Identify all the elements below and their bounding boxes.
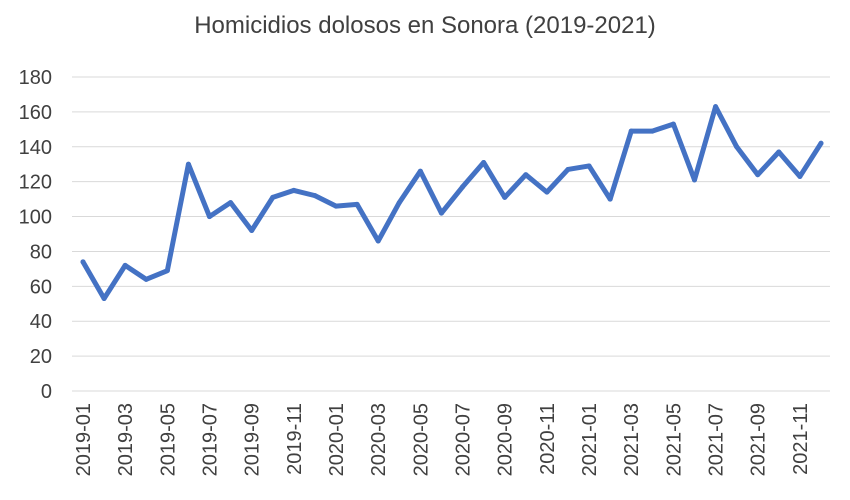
data-point	[544, 189, 550, 195]
data-point	[649, 128, 655, 134]
x-tick-label: 2020-01	[326, 403, 348, 476]
data-point	[396, 200, 402, 206]
data-point	[375, 238, 381, 244]
data-point	[481, 159, 487, 165]
data-point	[438, 210, 444, 216]
gridlines	[72, 76, 830, 392]
data-point	[270, 194, 276, 200]
data-point	[164, 268, 170, 274]
data-point	[797, 173, 803, 179]
y-tick-label: 40	[30, 311, 52, 333]
x-tick-label: 2019-07	[200, 403, 222, 476]
data-point	[312, 193, 318, 199]
data-point	[713, 104, 719, 110]
data-point	[185, 161, 191, 167]
data-point	[228, 200, 234, 206]
x-tick-label: 2020-09	[495, 403, 517, 476]
x-tick-label: 2019-03	[115, 403, 137, 476]
data-point	[417, 168, 423, 174]
data-point	[755, 172, 761, 178]
x-tick-label: 2019-01	[73, 403, 95, 476]
data-point	[354, 201, 360, 207]
x-tick-label: 2019-11	[284, 403, 306, 475]
y-tick-label: 120	[19, 172, 52, 194]
y-tick-label: 80	[30, 241, 52, 263]
y-tick-label: 60	[30, 276, 52, 298]
data-point	[607, 196, 613, 202]
data-point	[691, 177, 697, 183]
data-point	[101, 296, 107, 302]
x-tick-label: 2020-05	[410, 403, 432, 476]
y-tick-label: 100	[19, 207, 52, 229]
data-point	[670, 121, 676, 127]
data-point	[207, 214, 213, 220]
chart-title: Homicidios dolosos en Sonora (2019-2021)	[194, 12, 656, 39]
y-tick-label: 0	[41, 381, 52, 403]
data-point	[291, 187, 297, 193]
y-axis-ticks: 0 20 40 60 80 100 120 140 160 180	[19, 67, 52, 403]
data-point	[122, 262, 128, 268]
x-tick-label: 2021-01	[579, 403, 601, 476]
data-point	[628, 128, 634, 134]
data-point	[818, 140, 824, 146]
data-point	[502, 194, 508, 200]
series-layer	[80, 104, 824, 302]
data-point	[249, 228, 255, 234]
y-tick-label: 140	[19, 137, 52, 159]
series-line	[80, 104, 824, 302]
y-tick-label: 160	[19, 102, 52, 124]
x-axis-ticks: 2019-01 2019-03 2019-05 2019-07 2019-09 2019-…	[73, 403, 812, 476]
data-point	[80, 259, 86, 265]
x-tick-label: 2021-07	[706, 403, 728, 476]
data-point	[734, 144, 740, 150]
data-point	[143, 276, 149, 282]
x-tick-label: 2021-09	[748, 403, 770, 476]
data-point	[776, 149, 782, 155]
x-tick-label: 2020-11	[537, 403, 559, 475]
x-tick-label: 2021-05	[663, 403, 685, 476]
x-tick-label: 2021-03	[621, 403, 643, 476]
x-tick-label: 2021-11	[790, 403, 812, 475]
x-tick-label: 2019-05	[157, 403, 179, 476]
data-point	[333, 203, 339, 209]
x-tick-label: 2020-07	[453, 403, 475, 476]
y-tick-label: 180	[19, 67, 52, 89]
data-point	[565, 166, 571, 172]
x-tick-label: 2019-09	[242, 403, 264, 476]
x-tick-label: 2020-03	[368, 403, 390, 476]
data-point	[460, 184, 466, 190]
y-tick-label: 20	[30, 346, 52, 368]
data-point	[523, 172, 529, 178]
data-point	[586, 163, 592, 169]
